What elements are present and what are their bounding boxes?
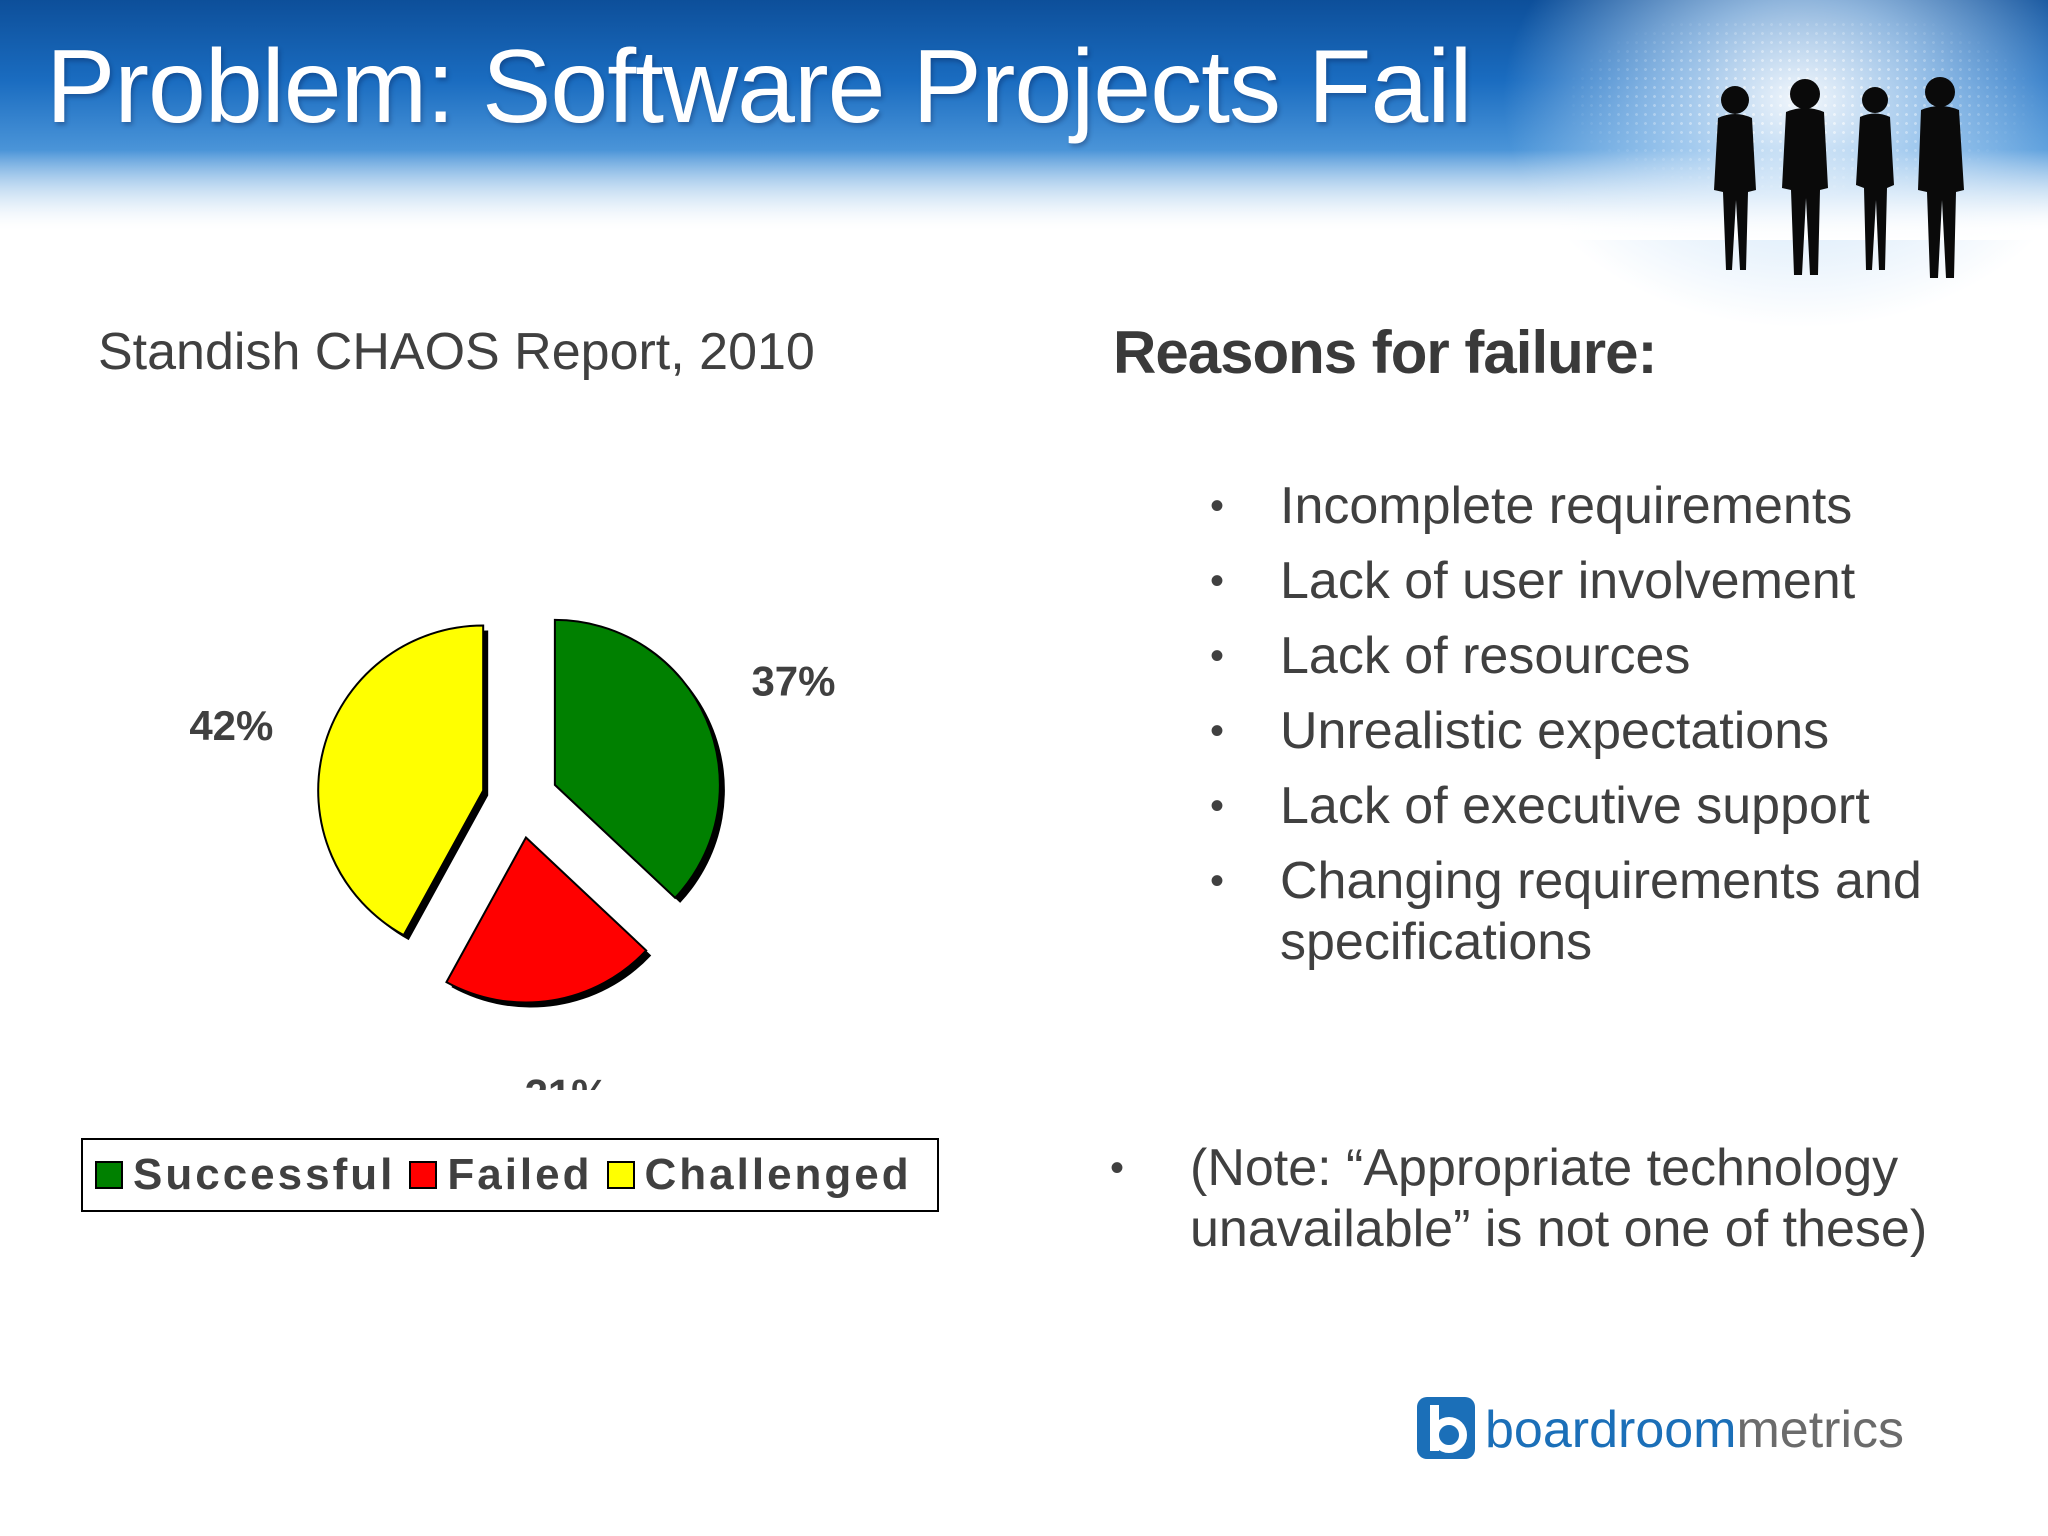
slice-failed: [445, 835, 648, 1004]
slice-successful: [553, 618, 721, 900]
note-text: (Note: “Appropriate technology unavailab…: [1190, 1139, 1928, 1258]
boardroommetrics-logo-icon: [1417, 1397, 1475, 1459]
legend-item-successful: Successful: [95, 1150, 395, 1200]
bullet: •: [1210, 784, 1225, 828]
reason-text: Lack of resources: [1280, 627, 1691, 685]
bullet: •: [1210, 484, 1225, 528]
pie-chart: 37% 21% 42%: [189, 618, 836, 1090]
list-item: • Lack of user involvement: [1210, 551, 2030, 612]
bullet: •: [1210, 634, 1225, 678]
list-item: • Lack of resources: [1210, 626, 2030, 687]
company-logo: boardroommetrics: [1415, 1395, 1904, 1465]
header-fade: [0, 150, 2048, 240]
legend-label-challenged: Challenged: [644, 1150, 912, 1199]
data-label-failed: 21%: [525, 1070, 609, 1090]
slide-title: Problem: Software Projects Fail: [46, 29, 1473, 145]
bullet: •: [1110, 1146, 1125, 1190]
reasons-list: • Incomplete requirements • Lack of user i…: [1210, 476, 2030, 987]
list-item: • Lack of executive support: [1210, 776, 2030, 837]
people-silhouette-icon: [1714, 77, 1964, 278]
logo-text-metrics: metrics: [1736, 1401, 1905, 1459]
chart-legend: Successful Failed Challenged: [81, 1138, 939, 1212]
list-item: • Changing requirements and specification…: [1210, 851, 2030, 973]
bullet: •: [1210, 559, 1225, 603]
slice-challenged: [317, 624, 485, 937]
reason-text: Unrealistic expectations: [1280, 702, 1830, 760]
legend-item-challenged: Challenged: [606, 1150, 912, 1200]
reasons-title: Reasons for failure:: [1113, 319, 1657, 386]
bullet: •: [1210, 709, 1225, 753]
data-label-challenged: 42%: [189, 702, 273, 749]
logo-text-board: boardroom: [1485, 1401, 1737, 1459]
legend-label-successful: Successful: [133, 1150, 396, 1199]
note: • (Note: “Appropriate technology unavaila…: [1110, 1138, 2030, 1260]
legend-swatch-failed: [409, 1161, 438, 1189]
legend-label-failed: Failed: [447, 1150, 593, 1199]
reason-text: Incomplete requirements: [1280, 477, 1853, 535]
list-item: • Unrealistic expectations: [1210, 701, 2030, 762]
data-label-successful: 37%: [751, 658, 835, 705]
note-item: • (Note: “Appropriate technology unavaila…: [1110, 1138, 2030, 1260]
legend-swatch-challenged: [606, 1161, 635, 1189]
reason-text: Lack of user involvement: [1280, 552, 1856, 610]
list-item: • Incomplete requirements: [1210, 476, 2030, 537]
reason-text: Changing requirements and specifications: [1280, 852, 1922, 971]
legend-swatch-successful: [95, 1161, 123, 1189]
legend-item-failed: Failed: [409, 1150, 592, 1200]
chart-title: Standish CHAOS Report, 2010: [98, 323, 815, 381]
reason-text: Lack of executive support: [1280, 777, 1870, 835]
bullet: •: [1210, 859, 1225, 903]
